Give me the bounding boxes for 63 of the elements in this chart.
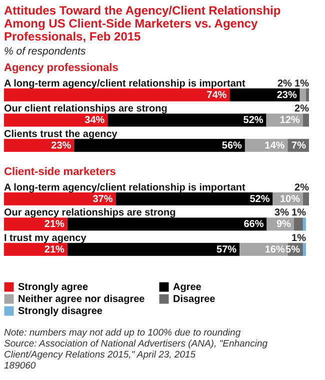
data-label: 14% — [264, 140, 285, 152]
data-label: 74% — [206, 90, 227, 101]
bar — [67, 242, 240, 256]
bar — [302, 114, 309, 127]
source-note: Source: Association of National Advertisers (ANA), "Enhancing Client/Agency Relations 2015," April 23, 2015 — [4, 338, 268, 360]
data-label: 52% — [250, 194, 270, 205]
y-tick-label: A long-term agency/client relationship is important — [4, 78, 246, 90]
y-axis-title: Agency professionals — [4, 62, 118, 74]
bar — [302, 192, 309, 206]
data-label: 10% — [280, 194, 300, 205]
bar — [4, 114, 108, 127]
y-tick-label: I trust my agency — [4, 232, 87, 244]
bar — [306, 88, 309, 102]
bar — [74, 138, 245, 152]
legend-label: Agree — [173, 282, 202, 293]
bar — [4, 192, 116, 206]
y-tick-label: Our agency relationships are strong — [4, 208, 176, 219]
data-label: 52% — [243, 115, 264, 126]
bar — [4, 88, 230, 102]
data-label: 23% — [276, 90, 297, 101]
chart-title: Attitudes Toward the Agency/Client Relationship Among US Client-Side Marketers vs. Agency Professionals, Feb 2015 — [4, 4, 281, 44]
bar — [294, 218, 303, 231]
legend-label: Strongly agree — [18, 282, 88, 293]
data-label: 21% — [44, 219, 65, 230]
data-label: 2% — [277, 78, 292, 90]
data-label: 3% — [274, 208, 290, 219]
data-label: 5% — [286, 244, 300, 256]
y-axis-title: Client-side marketers — [4, 166, 116, 178]
data-label: 23% — [51, 140, 72, 152]
bar — [67, 218, 267, 231]
data-label: 7% — [292, 140, 306, 152]
bar — [116, 192, 273, 206]
data-label: 2% — [294, 182, 310, 194]
data-label: 56% — [222, 140, 242, 152]
data-label: 9% — [276, 219, 292, 230]
data-label: 1% — [294, 78, 310, 90]
bar — [230, 88, 300, 102]
data-label: 66% — [244, 219, 264, 230]
legend-label: Neither agree nor disagree — [18, 294, 146, 305]
bar — [300, 88, 306, 102]
data-label: 12% — [280, 115, 300, 126]
chart-subtitle: % of respondents — [4, 46, 86, 58]
y-tick-label: Our client relationships are strong — [4, 104, 168, 115]
data-label: 21% — [44, 244, 65, 256]
text: Note: numbers may not add up to 100% due to rounding — [4, 328, 242, 338]
legend-label: Disagree — [173, 294, 216, 305]
y-tick-label: A long-term agency/client relationship is important — [4, 182, 246, 194]
data-label: 34% — [84, 115, 105, 126]
text: 189060 — [4, 360, 36, 372]
data-label: 1% — [292, 232, 306, 244]
bar — [302, 242, 306, 256]
data-label: 57% — [216, 244, 237, 256]
bar — [302, 218, 306, 231]
data-label: 2% — [294, 104, 310, 115]
y-tick-label: Clients trust the agency — [4, 128, 118, 140]
bar — [108, 114, 266, 127]
data-label: 16% — [264, 244, 285, 256]
data-label: 1% — [292, 208, 306, 219]
bar — [4, 218, 68, 231]
legend-label: Strongly disagree — [18, 306, 103, 317]
bar — [4, 138, 74, 152]
data-label: 37% — [92, 194, 113, 205]
bar — [4, 242, 68, 256]
